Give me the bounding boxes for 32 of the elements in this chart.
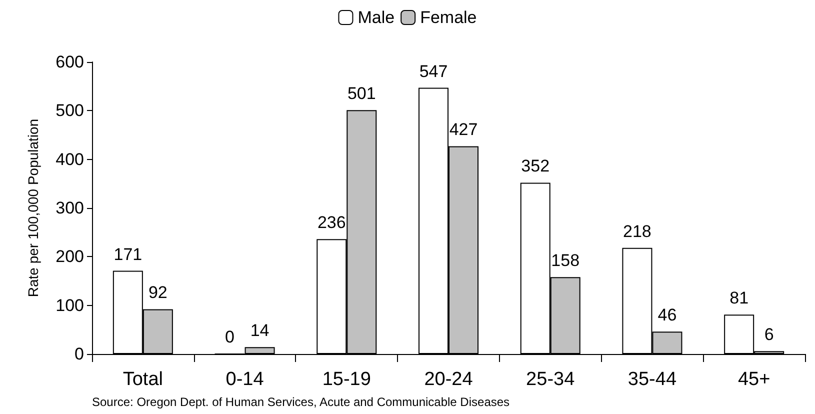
data-label: 92: [148, 283, 168, 302]
data-label: 0: [225, 328, 235, 346]
data-label: 14: [250, 321, 270, 340]
x-tick-label: 45+: [738, 369, 770, 390]
data-label: 81: [730, 288, 749, 308]
data-label: 547: [419, 62, 448, 81]
data-label: 352: [521, 156, 550, 176]
data-label: 158: [551, 251, 580, 270]
data-label: 46: [658, 306, 677, 325]
data-label: 427: [449, 120, 478, 140]
x-tick-label: 15-19: [322, 369, 371, 390]
legend-label: Male: [358, 8, 395, 27]
source-note: Source: Oregon Dept. of Human Services, Acute and Communicable Diseases: [92, 395, 510, 409]
data-label: 236: [317, 213, 346, 232]
x-tick-label: 35-44: [628, 369, 677, 390]
y-axis-title: Rate per 100,000 Population: [25, 118, 41, 298]
y-tick-label: 100: [56, 296, 84, 315]
data-label: 501: [347, 84, 376, 104]
x-tick-label: 25-34: [526, 369, 576, 390]
x-tick-label: 0-14: [226, 369, 264, 390]
y-tick-label: 500: [56, 101, 84, 120]
y-tick-label: 200: [56, 247, 84, 266]
x-tick-label: 20-24: [424, 369, 474, 390]
y-tick-label: 0: [74, 344, 84, 364]
y-tick-label: 300: [56, 198, 84, 218]
y-tick-label: 600: [56, 52, 84, 72]
x-tick-label: Total: [122, 369, 163, 390]
data-label: 6: [764, 325, 774, 344]
data-label: 171: [114, 244, 142, 264]
y-tick-label: 400: [56, 150, 84, 169]
data-label: 218: [623, 222, 652, 241]
legend-label: Female: [420, 8, 477, 27]
